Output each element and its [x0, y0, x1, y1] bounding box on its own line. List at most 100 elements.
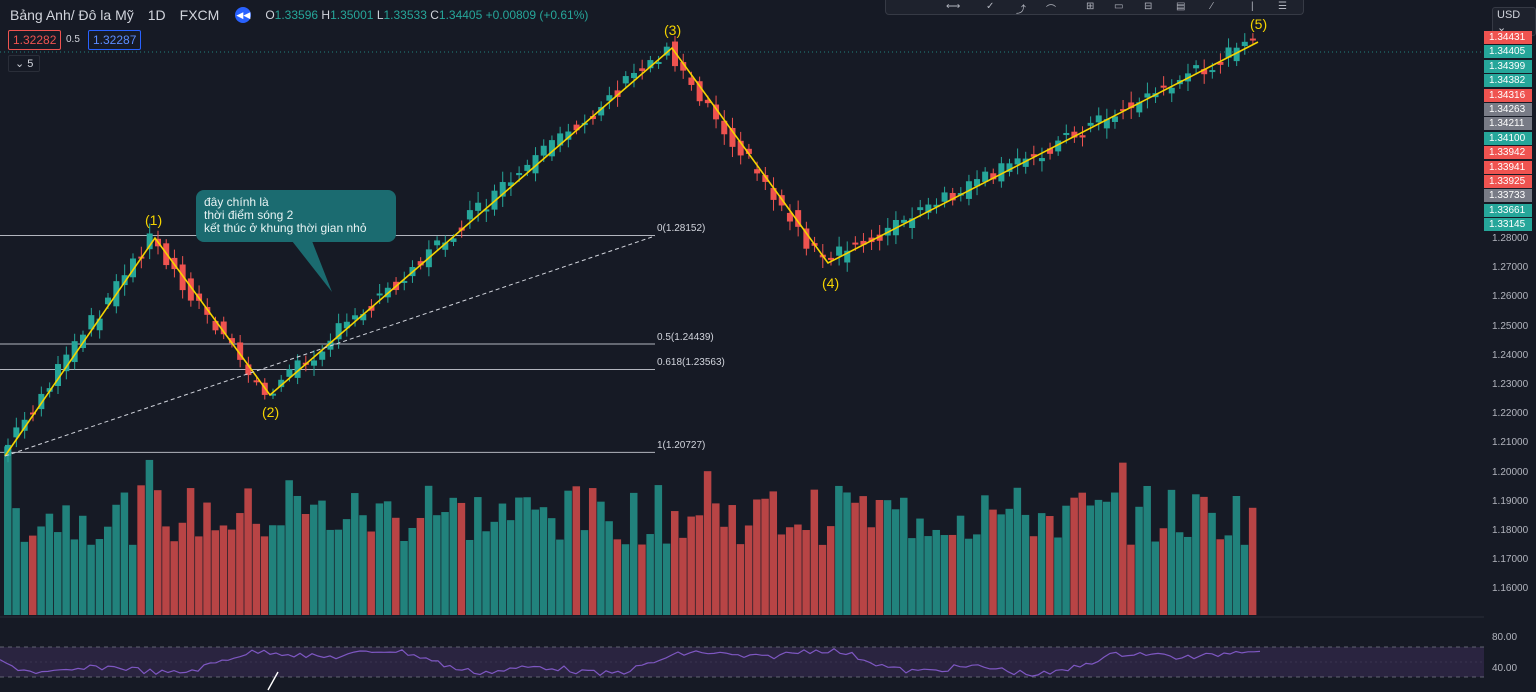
- volume-bar: [498, 503, 507, 615]
- brush-icon[interactable]: ∕: [1211, 1, 1213, 12]
- lot-size-selector[interactable]: ⌄ 5: [8, 55, 41, 72]
- volume-bar: [916, 518, 924, 615]
- volume-bar: [490, 521, 499, 615]
- trend-line-icon[interactable]: ⟷: [946, 1, 961, 12]
- check-icon[interactable]: ✓: [986, 1, 995, 12]
- candle: [121, 275, 128, 286]
- volume-bar: [924, 536, 932, 615]
- candle: [1225, 47, 1232, 58]
- arrow-line-icon[interactable]: ⤴: [1016, 5, 1026, 16]
- buy-button[interactable]: 1.32287: [88, 30, 142, 50]
- projection-icon[interactable]: ⊟: [1144, 1, 1153, 12]
- candle: [179, 264, 186, 291]
- wave-label-3: (3): [664, 22, 682, 38]
- volume-bar: [383, 501, 392, 615]
- candle: [532, 155, 539, 174]
- candle: [1241, 41, 1248, 47]
- candle: [540, 145, 547, 156]
- chevron-down-icon: ⌄: [15, 58, 25, 70]
- volume-bar: [671, 511, 679, 615]
- ruler-icon[interactable]: ▤: [1176, 1, 1186, 12]
- candle: [212, 320, 219, 331]
- volume-bar: [203, 502, 211, 615]
- volume-bar: [1224, 535, 1233, 615]
- candle: [762, 175, 769, 182]
- volume-bar: [851, 502, 859, 615]
- volume-bar: [654, 485, 663, 615]
- drawing-stroke: [267, 671, 279, 691]
- volume-bar: [1086, 505, 1095, 615]
- volume-bar: [1240, 544, 1249, 615]
- rectangle-icon[interactable]: ▭: [1114, 1, 1124, 12]
- price-label: 1.34316: [1484, 88, 1532, 102]
- candle: [1160, 85, 1167, 88]
- candle: [721, 120, 728, 135]
- candle: [1038, 158, 1045, 162]
- volume-bar: [1029, 536, 1038, 615]
- wave-label-1: (1): [145, 212, 163, 228]
- candle: [220, 321, 227, 335]
- volume-bar: [318, 500, 326, 615]
- lot-size-value: 5: [27, 58, 34, 70]
- candle: [187, 278, 194, 301]
- volume-bar: [761, 498, 769, 615]
- volume-bar: [1167, 489, 1176, 615]
- volume-bar: [367, 531, 375, 615]
- volume-bar: [1110, 492, 1119, 615]
- candle: [639, 68, 646, 71]
- price-label: 1.33145: [1484, 218, 1532, 232]
- volume-bar: [1062, 505, 1070, 615]
- volume-bar: [981, 495, 989, 615]
- volume-bar: [908, 538, 916, 615]
- volume-bar: [4, 446, 12, 615]
- pattern-icon[interactable]: ⊞: [1086, 1, 1095, 12]
- candle: [786, 212, 793, 222]
- candle: [647, 60, 654, 69]
- candle: [672, 41, 678, 67]
- volume-bar: [1151, 541, 1160, 615]
- vertical-line-icon[interactable]: |: [1251, 1, 1254, 12]
- price-tick: 1.17000: [1492, 554, 1529, 566]
- symbol-name[interactable]: Bảng Anh/ Đô la Mỹ: [10, 7, 134, 23]
- candle: [614, 90, 621, 97]
- volume-bar: [835, 485, 843, 615]
- annotation-callout[interactable]: đây chính là thời điểm sóng 2 kết thúc ở…: [196, 190, 396, 242]
- ohlc-values: O1.33596 H1.35001 L1.33533 C1.34405 +0.0…: [265, 8, 589, 22]
- volume-bar: [843, 492, 851, 615]
- volume-bar: [547, 518, 556, 615]
- volume-bar: [70, 539, 79, 615]
- candle: [30, 412, 36, 415]
- volume-bar: [45, 513, 54, 615]
- annotation-pointer: [292, 241, 332, 292]
- candle: [327, 340, 334, 350]
- candle: [941, 192, 948, 202]
- price-label: 1.34211: [1484, 117, 1532, 131]
- candle: [286, 369, 293, 377]
- sell-button[interactable]: 1.32282: [8, 30, 62, 50]
- volume-bar: [1143, 485, 1151, 615]
- candle: [434, 240, 441, 246]
- volume-bar: [827, 526, 835, 615]
- volume-bar: [703, 471, 712, 615]
- price-tick: 1.19000: [1492, 495, 1529, 507]
- timeframe-label[interactable]: 1D: [147, 7, 166, 23]
- volume-bar: [802, 530, 810, 615]
- volume-bar: [777, 534, 786, 615]
- volume-bar: [20, 541, 29, 615]
- volume-bar: [1037, 513, 1046, 615]
- drawing-toolbar: ⟷ ✓ ⤴ ⌒ ⊞ ▭ ⊟ ▤ ∕ | ☰: [885, 0, 1304, 16]
- curve-icon[interactable]: ⌒: [1046, 5, 1056, 16]
- volume-bar: [997, 514, 1005, 615]
- candle: [237, 342, 244, 360]
- volume-bar: [964, 538, 973, 615]
- price-tick: 1.23000: [1492, 379, 1529, 390]
- price-label: 1.33942: [1484, 146, 1532, 160]
- candle: [655, 61, 662, 64]
- menu-icon[interactable]: ☰: [1278, 1, 1287, 12]
- replay-icon[interactable]: ◀◀: [235, 7, 252, 23]
- candle: [319, 351, 326, 360]
- candle: [557, 133, 564, 146]
- volume-bar: [424, 485, 433, 615]
- candle: [990, 173, 997, 180]
